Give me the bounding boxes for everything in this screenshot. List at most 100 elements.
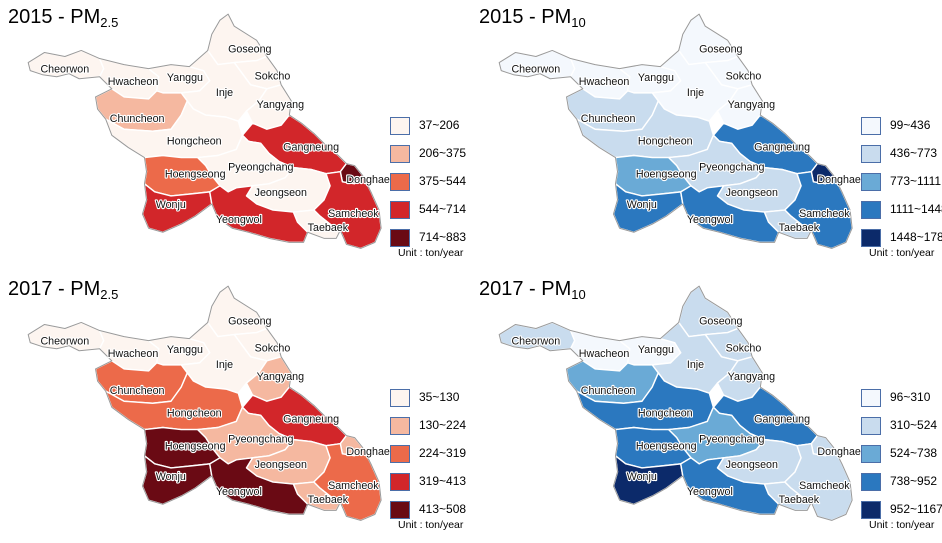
panel-title: 2015 - PM10: [479, 6, 586, 30]
region-label-hongcheon: Hongcheon: [167, 135, 222, 147]
region-label-cheorwon: Cheorwon: [40, 336, 89, 348]
region-goseong: [207, 13, 268, 66]
region-label-donghae: Donghae: [817, 446, 860, 458]
region-label-hwacheon: Hwacheon: [579, 348, 630, 360]
region-label-chuncheon: Chuncheon: [110, 113, 165, 125]
legend-swatch: [861, 501, 881, 519]
legend-range-label: 952~1167: [890, 502, 942, 516]
region-goseong: [678, 13, 739, 66]
legend-swatch: [861, 389, 881, 407]
legend-range-label: 99~436: [890, 118, 931, 132]
region-label-sokcho: Sokcho: [726, 71, 762, 83]
region-label-hwacheon: Hwacheon: [579, 76, 630, 88]
region-label-yeongwol: Yeongwol: [687, 486, 733, 498]
panel-title-pollutant: PM: [70, 278, 101, 300]
panel-title-subscript: 2.5: [100, 15, 119, 30]
panel-title-pollutant: PM: [70, 6, 101, 28]
region-label-inje: Inje: [687, 87, 704, 99]
region-label-yangyang: Yangyang: [728, 99, 775, 111]
region-label-yanggu: Yanggu: [638, 72, 674, 84]
legend-swatch: [861, 445, 881, 463]
region-label-inje: Inje: [216, 359, 233, 371]
region-label-donghae: Donghae: [346, 174, 389, 186]
panel-title-subscript: 10: [571, 287, 586, 302]
legend-range-label: 413~508: [419, 502, 467, 516]
province-outline: [498, 285, 853, 521]
legend-swatch: [390, 229, 410, 247]
region-label-pyeongchang: Pyeongchang: [699, 162, 764, 174]
region-label-yanggu: Yanggu: [638, 344, 674, 356]
region-label-hoengseong: Hoengseong: [165, 441, 226, 453]
map-panel-2015-pm25: Cheorwon Hwacheon Yanggu Goseong Sokcho Inje Y…: [0, 0, 471, 271]
region-label-wonju: Wonju: [156, 199, 186, 211]
region-label-gangneung: Gangneung: [283, 413, 339, 425]
panel-title-year: 2015: [479, 6, 524, 28]
panel-title-separator: -: [523, 278, 542, 300]
region-label-chuncheon: Chuncheon: [581, 385, 636, 397]
region-label-jeongseon: Jeongseon: [255, 187, 307, 199]
legend-range-label: 436~773: [890, 146, 938, 160]
legend-swatch: [861, 117, 881, 135]
map-panel-2017-pm10: Cheorwon Hwacheon Yanggu Goseong Sokcho Inje Y…: [471, 272, 942, 543]
region-label-pyeongchang: Pyeongchang: [699, 434, 764, 446]
region-label-wonju: Wonju: [156, 471, 186, 483]
region-label-yangyang: Yangyang: [728, 371, 775, 383]
region-label-samcheok: Samcheok: [328, 480, 379, 492]
panel-title-separator: -: [523, 6, 542, 28]
legend-swatch: [390, 201, 410, 219]
province-outline: [498, 13, 853, 249]
region-label-wonju: Wonju: [627, 471, 657, 483]
legend-range-label: 375~544: [419, 174, 467, 188]
region-label-hwacheon: Hwacheon: [108, 348, 159, 360]
panel-title: 2015 - PM2.5: [8, 6, 118, 30]
legend-range-label: 206~375: [419, 146, 467, 160]
legend-range-label: 96~310: [890, 390, 931, 404]
legend-swatch: [390, 473, 410, 491]
region-label-hwacheon: Hwacheon: [108, 76, 159, 88]
legend-range-label: 773~1111: [890, 174, 942, 188]
region-label-sokcho: Sokcho: [726, 343, 762, 355]
region-label-cheorwon: Cheorwon: [511, 336, 560, 348]
region-label-cheorwon: Cheorwon: [511, 64, 560, 76]
region-label-samcheok: Samcheok: [328, 208, 379, 220]
panel-title: 2017 - PM10: [479, 278, 586, 302]
region-label-donghae: Donghae: [817, 174, 860, 186]
region-label-chuncheon: Chuncheon: [581, 113, 636, 125]
region-label-sokcho: Sokcho: [255, 343, 291, 355]
region-label-gangneung: Gangneung: [754, 141, 810, 153]
province-map: Cheorwon Hwacheon Yanggu Goseong Sokcho Inje Y…: [498, 285, 862, 522]
region-label-taebaek: Taebaek: [308, 222, 349, 234]
legend-range-label: 1111~1448: [890, 202, 942, 216]
legend-swatch: [390, 173, 410, 191]
legend-range-label: 714~883: [419, 230, 467, 244]
region-label-wonju: Wonju: [627, 199, 657, 211]
region-label-hongcheon: Hongcheon: [167, 407, 222, 419]
legend-swatch: [390, 145, 410, 163]
legend-range-label: 130~224: [419, 418, 467, 432]
legend-range-label: 738~952: [890, 474, 938, 488]
region-label-hoengseong: Hoengseong: [636, 441, 697, 453]
legend-swatch: [861, 417, 881, 435]
province-map: Cheorwon Hwacheon Yanggu Goseong Sokcho Inje Y…: [27, 285, 391, 522]
region-label-samcheok: Samcheok: [799, 480, 850, 492]
panel-title-separator: -: [52, 278, 71, 300]
region-label-goseong: Goseong: [699, 316, 742, 328]
region-label-hoengseong: Hoengseong: [636, 169, 697, 181]
legend-range-label: 1448~1785: [890, 230, 942, 244]
region-goseong: [207, 285, 268, 338]
region-label-jeongseon: Jeongseon: [726, 459, 778, 471]
region-label-donghae: Donghae: [346, 446, 389, 458]
legend-swatch: [861, 473, 881, 491]
province-map: Cheorwon Hwacheon Yanggu Goseong Sokcho Inje Y…: [498, 13, 862, 250]
panel-title-year: 2015: [8, 6, 53, 28]
region-label-yeongwol: Yeongwol: [687, 214, 733, 226]
region-label-cheorwon: Cheorwon: [40, 64, 89, 76]
region-label-sokcho: Sokcho: [255, 71, 291, 83]
region-label-goseong: Goseong: [228, 44, 271, 56]
region-goseong: [678, 285, 739, 338]
region-label-taebaek: Taebaek: [308, 494, 349, 506]
legend-swatch: [861, 201, 881, 219]
legend-swatch: [390, 445, 410, 463]
region-label-hoengseong: Hoengseong: [165, 169, 226, 181]
region-label-jeongseon: Jeongseon: [255, 459, 307, 471]
